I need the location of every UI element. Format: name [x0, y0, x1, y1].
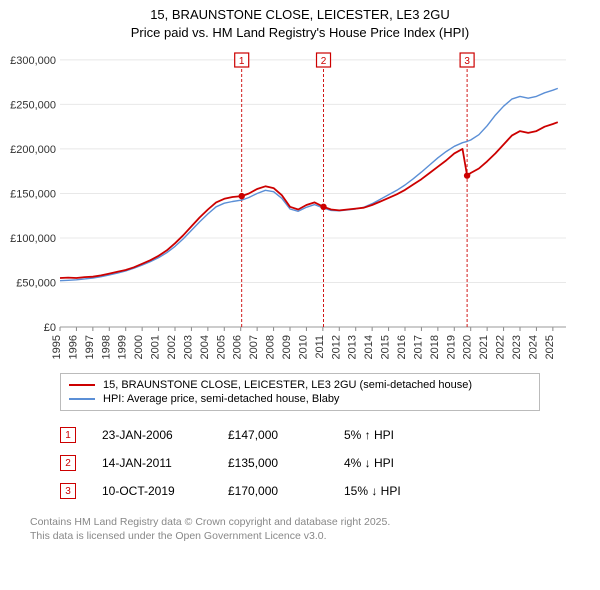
- svg-text:2004: 2004: [199, 335, 211, 359]
- svg-text:2001: 2001: [150, 335, 162, 359]
- sale-price: £135,000: [228, 456, 318, 470]
- sale-date: 14-JAN-2011: [102, 456, 202, 470]
- svg-text:3: 3: [464, 56, 470, 67]
- svg-text:2022: 2022: [495, 335, 507, 359]
- sale-price: £147,000: [228, 428, 318, 442]
- svg-text:2019: 2019: [445, 335, 457, 359]
- svg-text:£100,000: £100,000: [10, 233, 56, 245]
- svg-text:2015: 2015: [380, 335, 392, 359]
- legend-label: 15, BRAUNSTONE CLOSE, LEICESTER, LE3 2GU…: [103, 379, 472, 391]
- svg-text:2025: 2025: [544, 335, 556, 359]
- sale-marker: 1: [60, 427, 76, 443]
- svg-text:2021: 2021: [478, 335, 490, 359]
- svg-text:2012: 2012: [330, 335, 342, 359]
- title-line2: Price paid vs. HM Land Registry's House …: [10, 24, 590, 42]
- sale-diff: 5% ↑ HPI: [344, 428, 444, 442]
- svg-text:2005: 2005: [215, 335, 227, 359]
- svg-text:2000: 2000: [133, 335, 145, 359]
- svg-text:2006: 2006: [232, 335, 244, 359]
- svg-text:2009: 2009: [281, 335, 293, 359]
- svg-text:2014: 2014: [363, 335, 375, 359]
- svg-text:£300,000: £300,000: [10, 55, 56, 67]
- title-line1: 15, BRAUNSTONE CLOSE, LEICESTER, LE3 2GU: [10, 6, 590, 24]
- svg-text:2002: 2002: [166, 335, 178, 359]
- legend-swatch: [69, 384, 95, 386]
- svg-text:1997: 1997: [84, 335, 96, 359]
- legend-item: HPI: Average price, semi-detached house,…: [69, 392, 531, 406]
- sale-marker: 3: [60, 483, 76, 499]
- sale-price: £170,000: [228, 484, 318, 498]
- legend: 15, BRAUNSTONE CLOSE, LEICESTER, LE3 2GU…: [60, 373, 540, 411]
- svg-text:2018: 2018: [429, 335, 441, 359]
- svg-text:2008: 2008: [265, 335, 277, 359]
- footer-line2: This data is licensed under the Open Gov…: [30, 529, 590, 543]
- sale-diff: 4% ↓ HPI: [344, 456, 444, 470]
- chart-title: 15, BRAUNSTONE CLOSE, LEICESTER, LE3 2GU…: [10, 6, 590, 41]
- svg-text:1995: 1995: [51, 335, 63, 359]
- svg-text:2011: 2011: [314, 335, 326, 359]
- svg-text:2010: 2010: [297, 335, 309, 359]
- svg-text:1: 1: [239, 56, 245, 67]
- sale-date: 23-JAN-2006: [102, 428, 202, 442]
- legend-swatch: [69, 398, 95, 400]
- svg-text:2007: 2007: [248, 335, 260, 359]
- svg-text:2: 2: [321, 56, 327, 67]
- svg-text:£50,000: £50,000: [16, 278, 56, 290]
- sales-table: 1 23-JAN-2006 £147,000 5% ↑ HPI 2 14-JAN-2011…: [60, 421, 590, 505]
- svg-text:£200,000: £200,000: [10, 144, 56, 156]
- svg-text:2013: 2013: [347, 335, 359, 359]
- svg-text:1996: 1996: [67, 335, 79, 359]
- legend-item: 15, BRAUNSTONE CLOSE, LEICESTER, LE3 2GU…: [69, 378, 531, 392]
- svg-text:2016: 2016: [396, 335, 408, 359]
- svg-text:2003: 2003: [182, 335, 194, 359]
- svg-text:2020: 2020: [462, 335, 474, 359]
- svg-text:£150,000: £150,000: [10, 189, 56, 201]
- table-row: 3 10-OCT-2019 £170,000 15% ↓ HPI: [60, 477, 590, 505]
- sale-marker: 2: [60, 455, 76, 471]
- svg-text:2017: 2017: [412, 335, 424, 359]
- table-row: 2 14-JAN-2011 £135,000 4% ↓ HPI: [60, 449, 590, 477]
- table-row: 1 23-JAN-2006 £147,000 5% ↑ HPI: [60, 421, 590, 449]
- svg-text:£0: £0: [44, 322, 56, 334]
- footer: Contains HM Land Registry data © Crown c…: [30, 515, 590, 543]
- svg-text:£250,000: £250,000: [10, 100, 56, 112]
- svg-text:2023: 2023: [511, 335, 523, 359]
- line-chart-svg: £0 £50,000 £100,000 £150,000 £200,000 £250,00…: [10, 47, 570, 367]
- footer-line1: Contains HM Land Registry data © Crown c…: [30, 515, 590, 529]
- legend-label: HPI: Average price, semi-detached house,…: [103, 393, 339, 405]
- svg-text:2024: 2024: [527, 335, 539, 359]
- svg-text:1999: 1999: [117, 335, 129, 359]
- chart: £0 £50,000 £100,000 £150,000 £200,000 £250,00…: [10, 47, 590, 367]
- svg-text:1998: 1998: [100, 335, 112, 359]
- sale-date: 10-OCT-2019: [102, 484, 202, 498]
- sale-diff: 15% ↓ HPI: [344, 484, 444, 498]
